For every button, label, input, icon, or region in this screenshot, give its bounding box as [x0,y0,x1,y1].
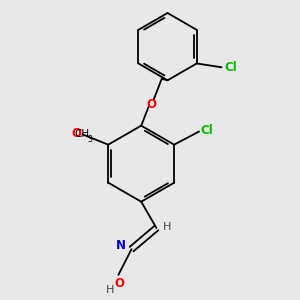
Text: Cl: Cl [200,124,213,137]
Text: Cl: Cl [224,61,237,74]
Text: O: O [146,98,157,111]
Text: H: H [106,285,114,295]
Text: N: N [116,239,126,252]
Text: H: H [163,222,171,232]
Text: O: O [71,127,81,140]
Text: 3: 3 [87,135,92,144]
Text: CH: CH [75,128,90,139]
Text: O: O [115,277,125,290]
